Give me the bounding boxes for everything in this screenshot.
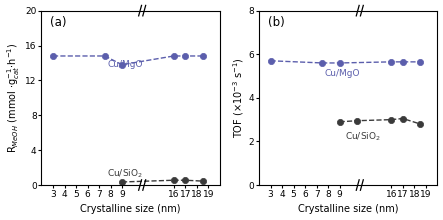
Text: (b): (b) bbox=[268, 16, 285, 29]
X-axis label: Crystalline size (nm): Crystalline size (nm) bbox=[81, 204, 181, 214]
Y-axis label: TOF (×10$^{-3}$ s$^{-1}$): TOF (×10$^{-3}$ s$^{-1}$) bbox=[231, 57, 246, 138]
Text: Cu/MgO: Cu/MgO bbox=[107, 60, 143, 69]
X-axis label: Crystalline size (nm): Crystalline size (nm) bbox=[298, 204, 399, 214]
Text: Cu/SiO$_2$: Cu/SiO$_2$ bbox=[107, 167, 143, 180]
Text: Cu/SiO$_2$: Cu/SiO$_2$ bbox=[346, 130, 381, 143]
Text: (a): (a) bbox=[51, 16, 67, 29]
Y-axis label: R$_{MeOH}$ (mmol $\cdot$g$_{cat}^{-1}$$\cdot$h$^{-1}$): R$_{MeOH}$ (mmol $\cdot$g$_{cat}^{-1}$$\… bbox=[6, 43, 22, 153]
Text: Cu/MgO: Cu/MgO bbox=[325, 69, 360, 78]
